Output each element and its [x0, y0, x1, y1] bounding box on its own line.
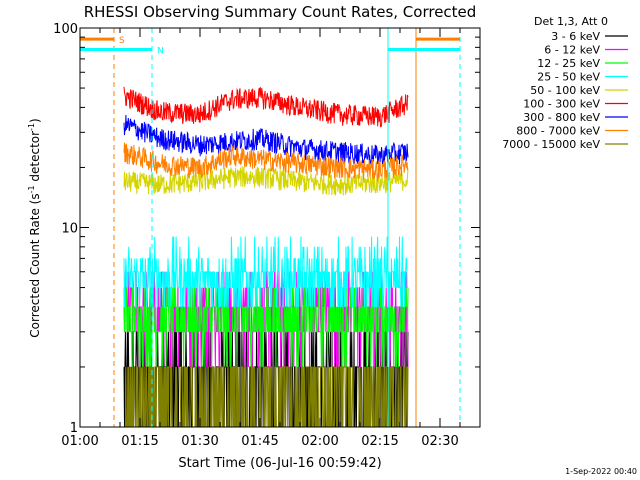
- x-tick-label: 02:30: [421, 434, 458, 449]
- legend-label-7: 800 - 7000 keV: [516, 125, 600, 138]
- y-axis-label-mid: detector: [28, 131, 42, 186]
- legend-label-4: 50 - 100 keV: [530, 84, 600, 97]
- series-line-7: [123, 142, 409, 181]
- legend-label-5: 100 - 300 keV: [523, 98, 600, 111]
- series-line-3: [123, 236, 408, 308]
- y-axis-label-sup2: -1: [27, 123, 36, 131]
- legend-label-0: 3 - 6 keV: [551, 30, 600, 43]
- x-tick-label: 02:15: [361, 434, 398, 449]
- chart-title: RHESSI Observing Summary Count Rates, Co…: [84, 3, 477, 21]
- legend-label-6: 300 - 800 keV: [523, 111, 600, 124]
- footer-timestamp: 1-Sep-2022 00:40: [565, 467, 637, 476]
- x-axis-label: Start Time (06-Jul-16 00:59:42): [178, 456, 381, 471]
- series-line-8: [124, 366, 409, 428]
- flag-label-S: S: [119, 36, 125, 46]
- legend-label-3: 25 - 50 keV: [537, 71, 600, 84]
- legend-header: Det 1,3, Att 0: [534, 15, 608, 28]
- x-tick-label: 01:15: [121, 434, 158, 449]
- y-tick-label: 100: [53, 22, 78, 37]
- series-layer: [123, 86, 409, 428]
- x-tick-label: 02:00: [301, 434, 338, 449]
- legend-label-8: 7000 - 15000 keV: [502, 138, 600, 151]
- y-axis-label-pre: Corrected Count Rate (s: [28, 193, 42, 337]
- series-line-6: [123, 114, 409, 167]
- y-axis-label-post: ): [28, 118, 42, 123]
- y-tick-label: 10: [61, 222, 78, 237]
- legend-label-1: 6 - 12 keV: [544, 44, 600, 57]
- x-tick-label: 01:00: [61, 434, 98, 449]
- legend-label-2: 12 - 25 keV: [537, 57, 600, 70]
- series-line-5: [123, 86, 409, 128]
- y-axis-label-sup1: -1: [27, 185, 36, 193]
- x-tick-label: 01:45: [241, 434, 278, 449]
- overlay-layer: SN: [80, 28, 461, 427]
- y-axis: 1 10 100: [53, 22, 480, 436]
- x-tick-label: 01:30: [181, 434, 218, 449]
- y-axis-label: Corrected Count Rate (s-1 detector-1): [27, 118, 42, 337]
- y-tick-label: 1: [70, 421, 78, 436]
- series-line-4: [123, 166, 409, 196]
- x-axis: 01:00 01:15 01:30 01:45 02:00 02:15 02:30: [61, 28, 481, 449]
- flag-label-N: N: [157, 47, 164, 57]
